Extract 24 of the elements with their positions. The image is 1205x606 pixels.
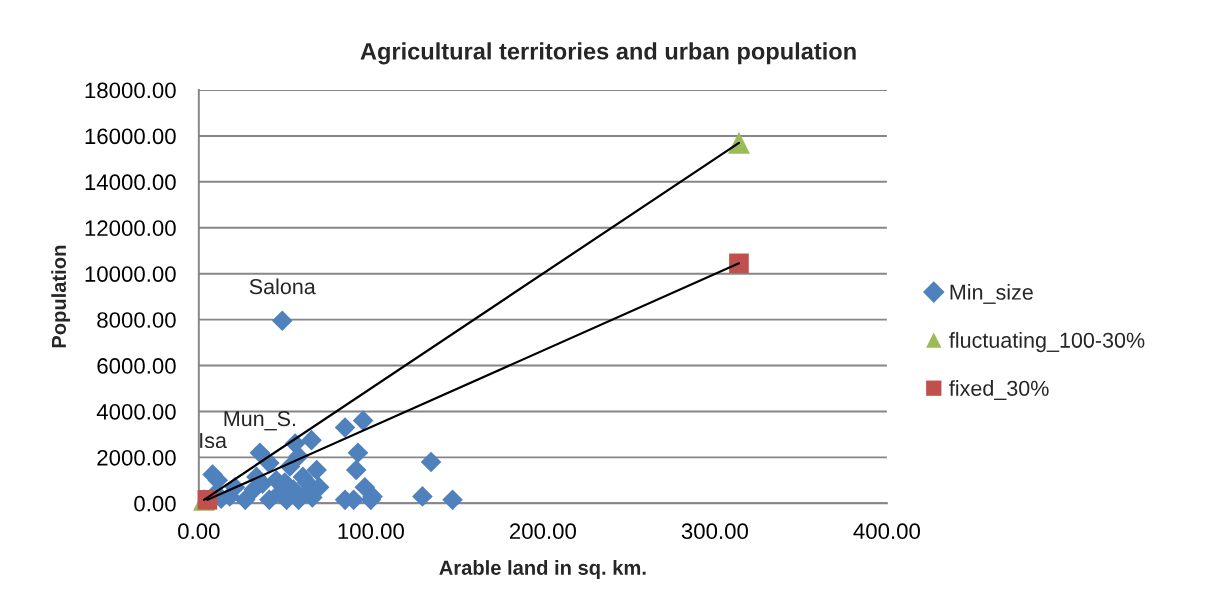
x-tick-label: 200.00 — [509, 523, 576, 540]
y-tick-label: 0.00 — [134, 495, 176, 512]
legend-label: fixed_30% — [949, 380, 1049, 400]
y-tick-label: 14000.00 — [85, 174, 176, 191]
y-tick-label: 6000.00 — [97, 358, 176, 374]
y-tick-label: 4000.00 — [96, 403, 176, 420]
annotation: Salona — [249, 278, 316, 295]
x-tick-label: 0.00 — [178, 523, 220, 540]
legend-label: fluctuating_100-30% — [949, 332, 1145, 353]
y-axis-title: Population — [51, 245, 71, 348]
annotation: Mun_S. — [224, 411, 296, 431]
y-tick-label: 12000.00 — [85, 220, 176, 237]
y-tick-label: 18000.00 — [85, 82, 176, 99]
x-tick-label: 100.00 — [338, 523, 404, 540]
y-tick-label: 10000.00 — [85, 266, 176, 282]
legend-label: Min_size — [950, 284, 1033, 304]
x-tick-label: 400.00 — [853, 523, 920, 540]
x-axis-title: Arable land in sq. km. — [439, 560, 646, 579]
y-tick-label: 8000.00 — [97, 312, 176, 328]
y-tick-label: 16000.00 — [85, 128, 176, 145]
x-tick-label: 300.00 — [681, 523, 748, 540]
annotation: Isa — [200, 433, 227, 449]
y-tick-label: 2000.00 — [97, 449, 176, 466]
chart-title: Agricultural territories and urban population — [360, 42, 856, 65]
